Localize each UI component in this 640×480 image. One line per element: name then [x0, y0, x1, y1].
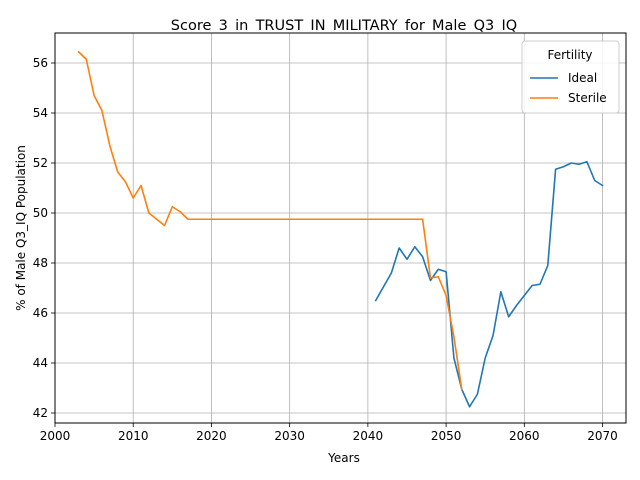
legend-box [521, 40, 620, 114]
y-axis-ticks: 42 44 46 48 50 52 54 56 [33, 56, 55, 420]
y-tick-label: 50 [33, 206, 48, 220]
legend-label-sterile: Sterile [568, 91, 607, 105]
y-tick-label: 52 [33, 156, 48, 170]
series-layer [77, 50, 604, 408]
series-line-ideal [374, 160, 604, 408]
legend-title: Fertility [547, 48, 592, 62]
legend-label-ideal: Ideal [568, 71, 597, 85]
legend: Fertility Ideal Sterile [521, 40, 620, 114]
x-axis-label: Years [327, 451, 360, 465]
x-tick-label: 2020 [196, 429, 227, 443]
y-tick-label: 48 [33, 256, 48, 270]
y-tick-label: 54 [33, 106, 48, 120]
x-axis-ticks: 2000 2010 2020 2030 2040 2050 2060 2070 [40, 423, 618, 443]
x-tick-label: 2030 [274, 429, 305, 443]
y-tick-label: 44 [33, 356, 48, 370]
x-tick-label: 2000 [40, 429, 71, 443]
x-tick-label: 2070 [587, 429, 618, 443]
series-line-sterile [77, 50, 463, 391]
x-tick-label: 2040 [353, 429, 384, 443]
plot-frame [54, 32, 627, 424]
y-tick-label: 42 [33, 406, 48, 420]
x-tick-label: 2060 [509, 429, 540, 443]
y-axis-label: % of Male Q3_IQ Population [14, 145, 28, 311]
grid-lines [54, 33, 626, 423]
y-tick-label: 46 [33, 306, 48, 320]
x-tick-label: 2050 [431, 429, 462, 443]
y-tick-label: 56 [33, 56, 48, 70]
x-tick-label: 2010 [118, 429, 149, 443]
chart-title: Score_3_in_TRUST_IN_MILITARY_for_Male_Q3… [171, 18, 517, 34]
